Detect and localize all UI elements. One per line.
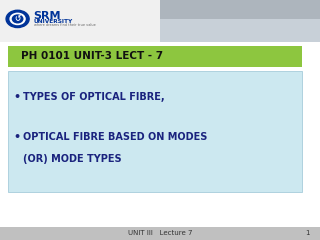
FancyBboxPatch shape xyxy=(8,71,302,192)
Text: SRM: SRM xyxy=(34,11,61,21)
Circle shape xyxy=(10,13,25,24)
Text: UNIT III   Lecture 7: UNIT III Lecture 7 xyxy=(128,230,192,236)
Text: •: • xyxy=(14,92,21,102)
Circle shape xyxy=(12,15,23,23)
Text: where dreams find their true value: where dreams find their true value xyxy=(34,23,95,27)
Text: 1: 1 xyxy=(305,230,309,236)
Circle shape xyxy=(6,10,29,28)
FancyBboxPatch shape xyxy=(0,227,320,240)
Text: ↺: ↺ xyxy=(14,14,21,24)
Text: UNIVERSITY: UNIVERSITY xyxy=(34,19,73,24)
Text: OPTICAL FIBRE BASED ON MODES: OPTICAL FIBRE BASED ON MODES xyxy=(23,132,208,143)
Text: PH 0101 UNIT-3 LECT - 7: PH 0101 UNIT-3 LECT - 7 xyxy=(21,51,163,61)
Text: •: • xyxy=(14,132,21,143)
FancyBboxPatch shape xyxy=(160,0,320,42)
FancyBboxPatch shape xyxy=(8,46,302,67)
Text: (OR) MODE TYPES: (OR) MODE TYPES xyxy=(23,154,122,164)
Text: TYPES OF OPTICAL FIBRE,: TYPES OF OPTICAL FIBRE, xyxy=(23,92,165,102)
FancyBboxPatch shape xyxy=(0,0,160,42)
FancyBboxPatch shape xyxy=(160,19,320,42)
